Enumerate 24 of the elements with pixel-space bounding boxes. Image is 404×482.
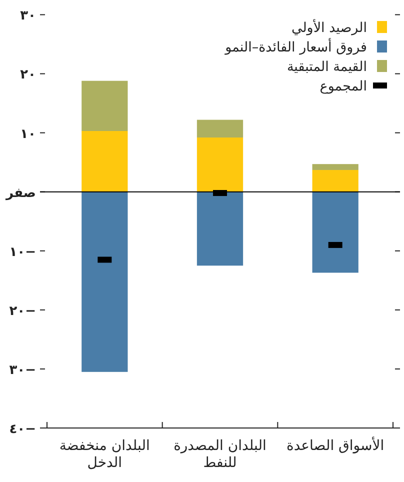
bar [312, 192, 358, 273]
legend-label: الرصيد الأولي [291, 19, 367, 36]
bar [82, 131, 128, 192]
y-tick-label: ٢٠ [20, 68, 36, 83]
y-tick-label: ٣٠ [20, 8, 36, 24]
y-tick-label: ٤٠− [9, 422, 36, 437]
bar [196, 192, 244, 266]
bar [82, 192, 128, 372]
x-tick-label: الأسواق الصاعدة [286, 438, 386, 455]
y-tick-label: ١٠ [20, 126, 36, 142]
y-tick-label: ٣٠− [9, 362, 36, 378]
bar [312, 170, 358, 192]
bar [196, 120, 244, 138]
y-tick-label: ٢٠− [9, 304, 36, 319]
legend-label: فروق أسعار الفائدة–النمو [224, 38, 367, 56]
bar [82, 80, 128, 132]
bar [312, 164, 358, 170]
legend-label: المجموع [320, 78, 367, 94]
y-tick-label: صفر [4, 186, 36, 201]
x-tick-label: البلدان المصدرة للنفط [172, 438, 268, 472]
x-tick-label: البلدان منخفضة الدخل [58, 438, 151, 472]
y-tick-label: ١٠− [9, 244, 36, 260]
bar [196, 138, 244, 192]
legend-label: القيمة المتبقية [286, 59, 367, 75]
